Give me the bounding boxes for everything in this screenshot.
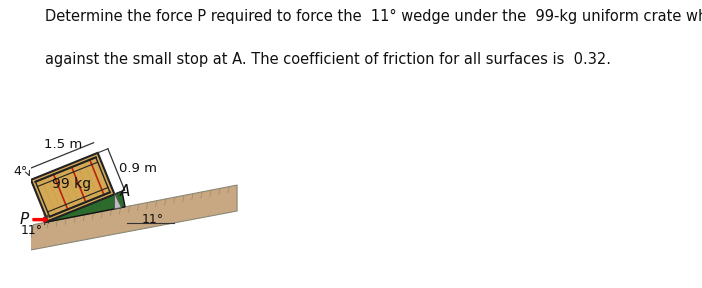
Polygon shape (36, 157, 110, 217)
Text: 11°: 11° (21, 224, 43, 237)
Text: 11°: 11° (142, 213, 164, 226)
Text: Determine the force P required to force the  11° wedge under the  99-kg uniform : Determine the force P required to force … (45, 9, 702, 24)
Text: A: A (120, 184, 131, 199)
Text: against the small stop at A. The coefficient of friction for all surfaces is  0.: against the small stop at A. The coeffic… (45, 52, 611, 67)
Polygon shape (114, 193, 121, 209)
Text: 4°: 4° (13, 165, 27, 178)
Text: 0.9 m: 0.9 m (119, 162, 157, 175)
Polygon shape (31, 153, 114, 221)
Text: P: P (19, 212, 28, 227)
Text: 99 kg: 99 kg (52, 177, 91, 191)
FancyArrow shape (33, 217, 48, 222)
Text: 1.5 m: 1.5 m (44, 138, 82, 151)
Polygon shape (28, 185, 237, 251)
Polygon shape (44, 191, 125, 223)
